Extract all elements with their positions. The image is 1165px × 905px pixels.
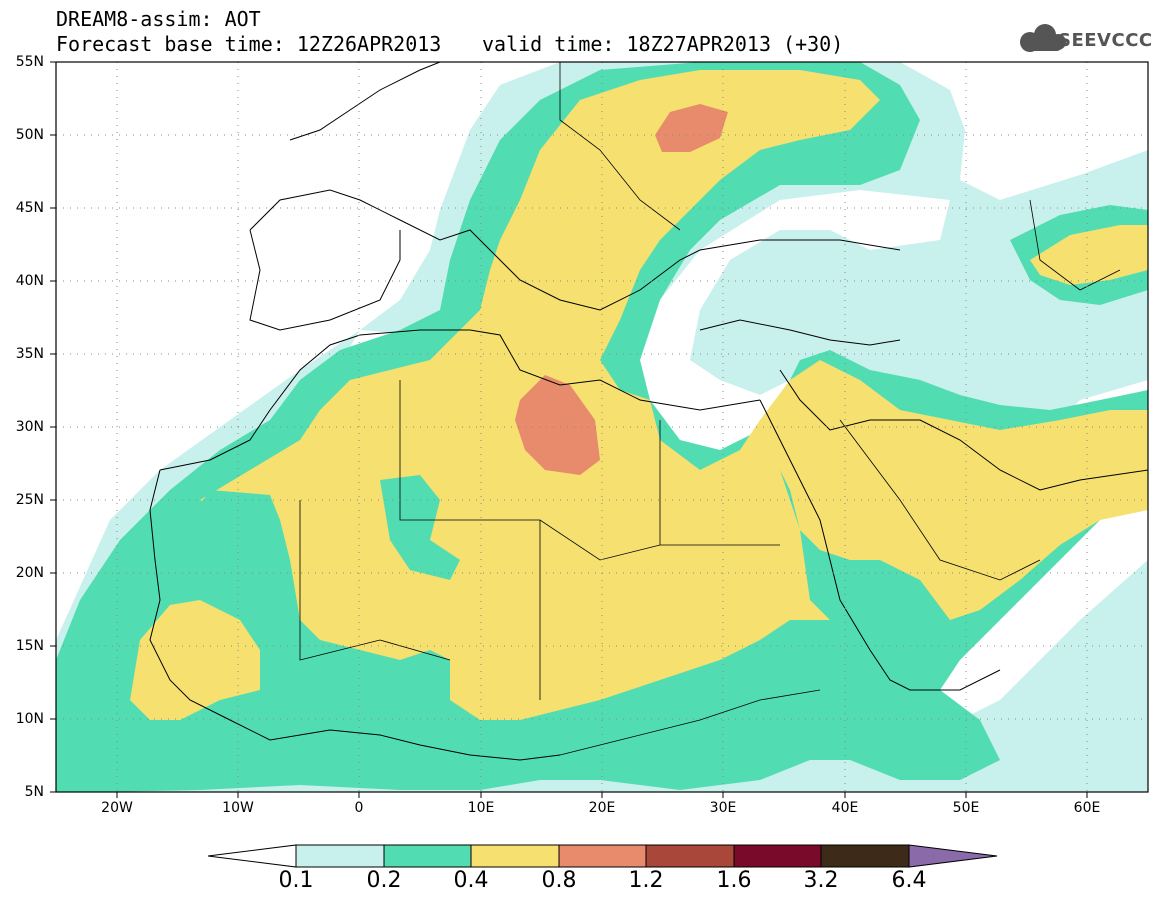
aot-band-0.8-ukraine <box>655 104 728 152</box>
forecast-base-time: Forecast base time: 12Z26APR2013 <box>56 32 442 56</box>
lat-label: 35N <box>15 346 44 362</box>
lat-label: 45N <box>15 200 44 216</box>
aot-band-0.8-libya <box>515 375 600 475</box>
cloud-logo-icon <box>1020 24 1066 52</box>
lon-label: 60E <box>1073 800 1101 816</box>
lon-label: 10E <box>467 800 495 816</box>
map-title: DREAM8-assim: AOT <box>56 7 261 31</box>
colorbar-label: 0.8 <box>541 868 577 893</box>
colorbar-low-arrow <box>207 844 297 868</box>
lat-label: 30N <box>15 419 44 435</box>
colorbar-label: 3.2 <box>803 868 839 893</box>
lon-label: 40E <box>831 800 859 816</box>
lat-label: 15N <box>15 638 44 654</box>
lat-label: 10N <box>15 711 44 727</box>
lat-label: 5N <box>24 784 44 800</box>
lat-label: 25N <box>15 492 44 508</box>
lon-label: 0 <box>354 800 364 816</box>
lat-label: 55N <box>15 54 44 70</box>
logo-text: SEEVCCC <box>1058 30 1153 51</box>
lon-label: 30E <box>709 800 737 816</box>
colorbar-high-arrow <box>908 844 998 868</box>
colorbar-label: 1.6 <box>716 868 752 893</box>
lon-label: 20W <box>101 800 133 816</box>
lat-label: 50N <box>15 127 44 143</box>
colorbar-label: 1.2 <box>628 868 664 893</box>
lon-label: 10W <box>222 800 254 816</box>
lat-label: 40N <box>15 273 44 289</box>
valid-time: valid time: 18Z27APR2013 (+30) <box>482 32 844 56</box>
lon-label: 20E <box>588 800 616 816</box>
colorbar-label: 0.1 <box>278 868 314 893</box>
colorbar-label: 6.4 <box>891 868 927 893</box>
colorbar-label: 0.4 <box>453 868 489 893</box>
aot-band-0.4-east <box>1030 225 1148 285</box>
colorbar <box>207 844 998 868</box>
lat-label: 20N <box>15 565 44 581</box>
aot-band-0.4 <box>130 600 260 720</box>
lon-label: 50E <box>952 800 980 816</box>
colorbar-label: 0.2 <box>366 868 402 893</box>
